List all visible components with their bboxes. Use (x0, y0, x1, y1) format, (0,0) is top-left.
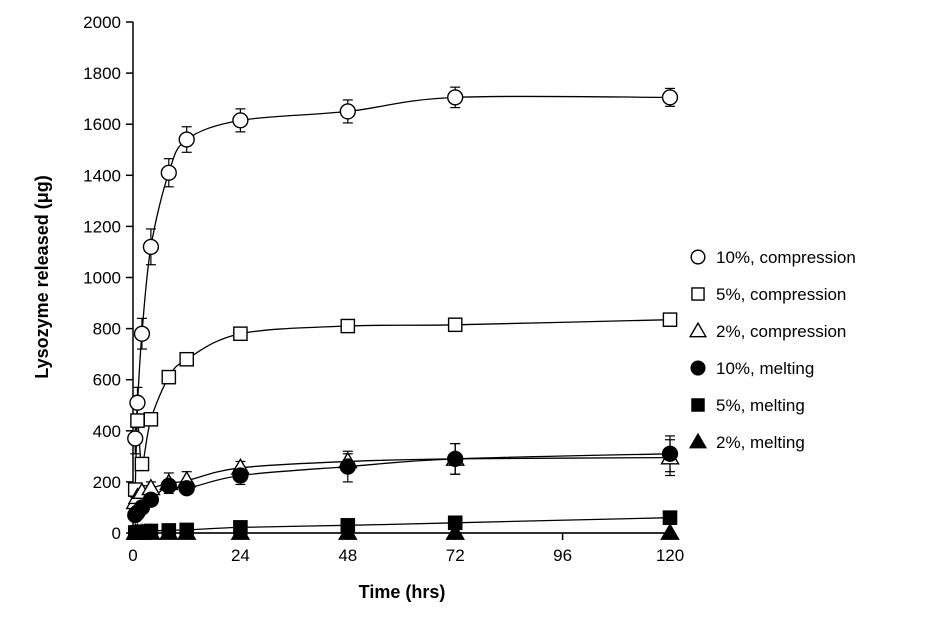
data-point (445, 523, 465, 540)
legend-marker (688, 321, 708, 338)
data-point (143, 412, 159, 427)
legend: 10%, compression 5%, compression 2%, compr… (688, 248, 856, 452)
data-point (161, 369, 177, 385)
data-point (232, 112, 249, 129)
data-point (134, 456, 150, 472)
data-point (178, 480, 195, 497)
data-point (142, 491, 160, 508)
series-curves (130, 86, 675, 534)
legend-entry-label: 5%, compression (716, 285, 846, 304)
legend-entry-label: 2%, compression (716, 322, 846, 341)
data-point (340, 318, 356, 334)
x-tick-label: 24 (231, 546, 250, 565)
y-tick-label: 1000 (83, 269, 121, 288)
y-tick-label: 600 (93, 371, 121, 390)
y-tick-label: 200 (93, 473, 121, 492)
data-point (130, 413, 145, 428)
x-tick-label: 120 (656, 546, 684, 565)
y-tick-label: 800 (93, 320, 121, 339)
data-point (447, 317, 463, 333)
data-point (447, 450, 464, 468)
x-tick-label: 72 (446, 546, 465, 565)
legend-marker (691, 398, 705, 412)
data-point (661, 445, 679, 462)
legend-entry-label: 5%, melting (716, 396, 805, 415)
data-point (230, 523, 251, 540)
data-point (232, 467, 249, 484)
y-tick-label: 0 (112, 524, 121, 543)
data-point (160, 477, 177, 494)
data-point (233, 326, 248, 342)
data-point (142, 238, 160, 255)
data-point (129, 394, 146, 411)
series-line (135, 517, 671, 534)
axes: 0 200 400 600 800 1000 1200 1400 1600 1800 2000 0 24… (83, 13, 684, 565)
data-point (179, 351, 195, 367)
data-point (133, 325, 151, 342)
legend-entry-label: 2%, melting (716, 433, 805, 452)
x-tick-label: 48 (338, 546, 357, 565)
legend-entry-label: 10%, melting (716, 359, 814, 378)
y-tick-label: 2000 (83, 13, 121, 32)
x-tick-label: 0 (128, 546, 137, 565)
data-point (662, 510, 678, 525)
legend-marker (691, 287, 705, 301)
data-point (339, 458, 356, 475)
legend-marker (688, 432, 708, 449)
data-point (660, 523, 680, 540)
legend-entry-label: 10%, compression (716, 248, 856, 267)
series-line (134, 95, 671, 439)
data-point (662, 312, 678, 327)
y-tick-label: 1200 (83, 217, 121, 236)
x-axis-title: Time (hrs) (359, 582, 446, 602)
data-point (127, 430, 144, 447)
data-point (178, 131, 195, 148)
y-axis-title: Lysozyme released (μg) (32, 175, 52, 378)
legend-marker (690, 360, 706, 376)
x-tick-label: 96 (553, 546, 572, 565)
data-point (447, 89, 464, 106)
y-tick-label: 1800 (83, 64, 121, 83)
data-point (661, 89, 679, 106)
series-markers (125, 89, 680, 540)
data-point (339, 103, 356, 120)
y-tick-label: 1400 (83, 166, 121, 185)
data-point (338, 523, 358, 540)
data-point (176, 523, 197, 540)
data-point (159, 523, 179, 540)
y-tick-label: 400 (93, 422, 121, 441)
data-point (160, 164, 177, 181)
data-point (141, 523, 161, 540)
legend-marker (690, 249, 706, 265)
series-line (134, 453, 671, 516)
series-line (134, 319, 671, 490)
y-tick-label: 1600 (83, 115, 121, 134)
